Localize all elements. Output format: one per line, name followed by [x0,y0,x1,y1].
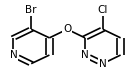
Text: O: O [63,24,71,34]
Text: N: N [10,50,17,60]
Text: N: N [81,50,89,60]
Text: N: N [99,59,107,69]
Text: Br: Br [25,5,37,15]
Text: Cl: Cl [98,5,108,15]
